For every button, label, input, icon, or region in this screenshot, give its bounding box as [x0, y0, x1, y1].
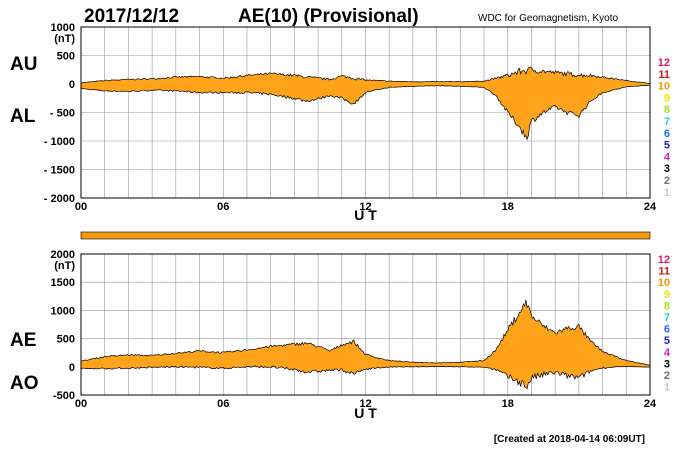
x-tick-label: 00	[75, 201, 87, 213]
date-title: 2017/12/12	[84, 6, 179, 27]
legend-item: 9	[664, 92, 670, 104]
x-tick-label: 18	[502, 201, 514, 213]
y-tick-label: 0	[69, 362, 75, 374]
index-title: AE(10) (Provisional)	[238, 6, 419, 27]
y-tick-label: - 1000	[44, 136, 75, 148]
upper-index-label: AE	[10, 330, 36, 351]
legend-item: 6	[664, 128, 670, 140]
legend-item: 7	[664, 312, 670, 324]
legend-item: 12	[658, 57, 670, 69]
legend-item: 8	[664, 300, 670, 312]
x-tick-label: 24	[644, 201, 657, 213]
legend-item: 2	[664, 175, 670, 187]
y-tick-label: 2000	[51, 249, 75, 261]
plot-frame	[80, 26, 651, 199]
legend-item: 12	[658, 254, 670, 266]
legend-item: 9	[664, 289, 670, 301]
y-tick-label: -500	[53, 390, 75, 402]
lower-index-label: AL	[10, 106, 36, 127]
upper-index-label: AU	[10, 54, 37, 75]
legend-item: 3	[664, 358, 670, 370]
y-unit-label: (nT)	[54, 260, 75, 272]
created-timestamp: [Created at 2018-04-14 06:09UT]	[494, 434, 645, 445]
source-label: WDC for Geomagnetism, Kyoto	[478, 13, 618, 24]
x-tick-label: 06	[217, 398, 229, 410]
y-tick-label: 1000	[51, 305, 75, 317]
x-tick-label: 12	[359, 398, 371, 410]
x-axis-label: U T	[354, 405, 377, 421]
legend-item: 2	[664, 370, 670, 382]
y-unit-label: (nT)	[54, 33, 75, 45]
x-tick-label: 00	[75, 398, 87, 410]
y-tick-label: - 2000	[44, 193, 75, 205]
legend-item: 11	[658, 69, 670, 81]
legend-item: 5	[664, 335, 670, 347]
y-tick-label: - 1500	[44, 165, 75, 177]
plot-frame	[80, 253, 651, 396]
legend-item: 1	[664, 382, 670, 394]
y-tick-label: 1500	[51, 277, 75, 289]
legend-item: 3	[664, 163, 670, 175]
legend-item: 8	[664, 104, 670, 116]
legend-item: 4	[664, 151, 671, 163]
y-tick-label: - 500	[50, 108, 75, 120]
y-tick-label: 500	[57, 51, 75, 63]
legend-item: 4	[664, 347, 671, 359]
legend-item: 6	[664, 324, 670, 336]
x-axis-label: U T	[354, 207, 377, 223]
x-tick-label: 12	[359, 201, 371, 213]
legend-item: 1	[664, 187, 670, 199]
legend-item: 10	[658, 277, 670, 289]
legend-item: 5	[664, 140, 670, 152]
legend-item: 10	[658, 81, 670, 93]
y-tick-label: 1000	[51, 22, 75, 34]
y-tick-label: 500	[57, 334, 75, 346]
x-tick-label: 06	[217, 201, 229, 213]
legend-item: 7	[664, 116, 670, 128]
x-tick-label: 24	[644, 398, 657, 410]
x-tick-label: 18	[502, 398, 514, 410]
lower-index-label: AO	[10, 373, 39, 394]
y-tick-label: 0	[69, 79, 75, 91]
legend-item: 11	[658, 266, 670, 278]
data-status-bar	[80, 231, 651, 240]
